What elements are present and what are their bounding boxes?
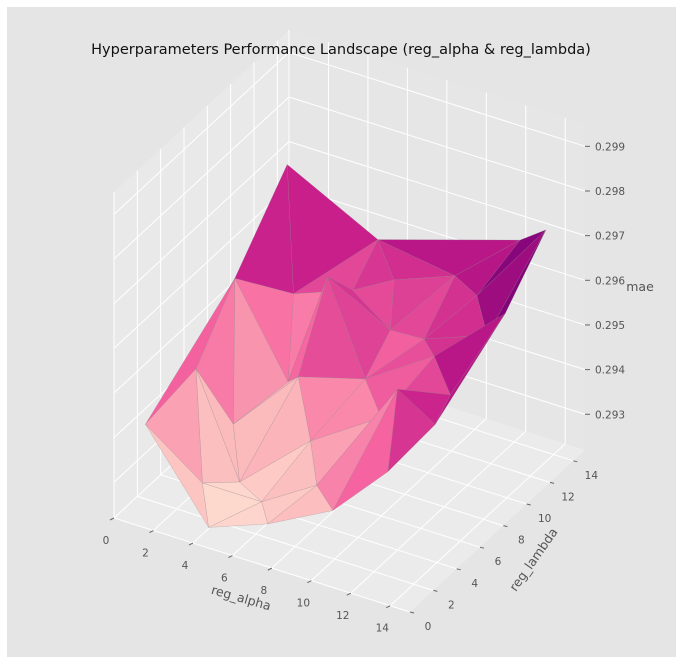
x-axis-ticks: 0 2 4 6 8 10 12 14 [103,517,391,635]
surface-facet [267,485,334,525]
x-tick-mark [149,530,154,533]
x-tick-mark [188,542,194,546]
y-tick-mark [409,611,415,614]
y-tick-label: 2 [448,599,455,611]
y-tick-mark [433,589,438,592]
z-tick-label: 0.297 [595,231,625,243]
x-tick-mark [386,605,391,609]
x-tick-label: 14 [376,623,390,635]
grid-line-z [113,141,290,305]
y-tick-mark [503,525,508,528]
grid-line-z [113,96,290,260]
y-tick-label: 8 [518,535,525,547]
z-tick-label: 0.294 [595,365,625,377]
grid-line-y [113,517,411,613]
grid-line-x [389,443,566,607]
grid-line-x [310,418,487,582]
grid-line-z [113,185,290,349]
y-tick-label: 12 [561,491,574,503]
y-tick-mark [549,481,555,484]
y-tick-label: 10 [538,513,551,525]
surface-mesh [145,164,547,528]
x-tick-mark [267,567,273,571]
x-tick-mark [109,517,115,521]
y-tick-label: 14 [585,470,599,482]
y-tick-mark [526,503,531,506]
y-tick-mark [479,546,485,549]
x-tick-label: 0 [103,535,110,547]
grid-line-z [288,141,586,237]
grid-line-x [350,430,527,594]
surface-facet [387,388,436,473]
x-tick-label: 4 [182,560,189,572]
y-tick-label: 4 [471,578,478,590]
z-axis-label: mae [626,279,654,294]
x-tick-mark [228,555,233,559]
x-tick-mark [346,592,352,596]
x-tick-label: 10 [297,598,310,610]
z-axis-ticks: 0.293 0.294 0.295 0.296 0.297 0.298 0.299 [585,141,625,421]
grid-line-z [113,51,290,215]
y-axis-ticks: 0 2 4 6 8 10 12 14 [409,460,599,633]
grid-line-z [288,185,586,281]
y-tick-label: 0 [425,621,432,633]
y-tick-mark [573,460,578,463]
y-tick-label: 6 [495,556,502,568]
grid-line-z [288,51,586,147]
grid-line-y [137,495,434,591]
x-tick-label: 2 [142,548,149,560]
y-tick-mark [456,568,461,571]
z-tick-label: 0.295 [595,320,625,332]
z-tick-label: 0.299 [595,141,625,153]
z-tick-label: 0.293 [595,409,625,421]
grid-line-z [288,96,586,192]
surface-facet [208,501,269,528]
z-tick-label: 0.296 [595,275,625,287]
z-tick-label: 0.298 [595,186,625,198]
x-tick-mark [307,580,312,584]
x-tick-label: 8 [261,585,268,597]
chart-title: Hyperparameters Performance Landscape (r… [91,42,591,58]
x-tick-label: 6 [221,573,228,585]
x-tick-label: 12 [336,610,349,622]
